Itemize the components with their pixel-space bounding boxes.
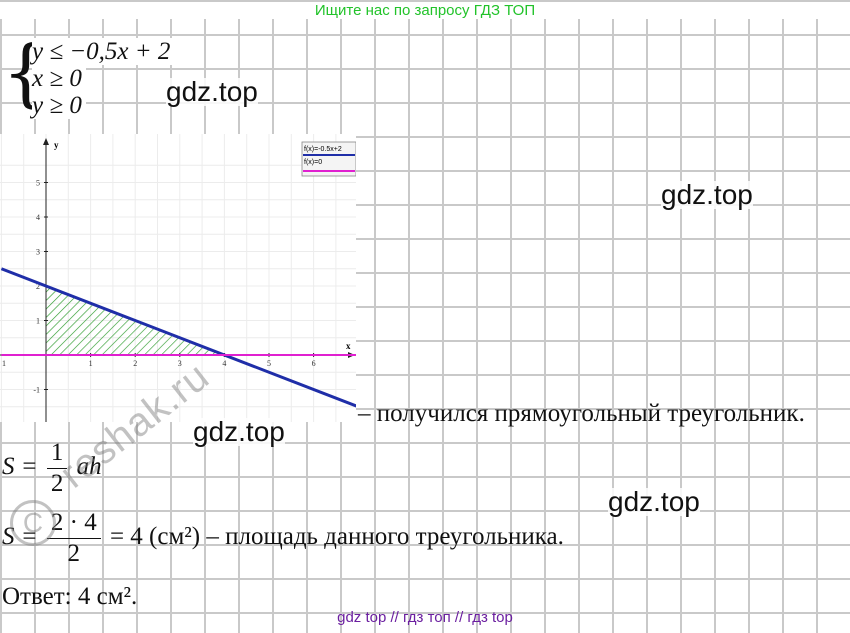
x-tick-label: 5 (267, 359, 271, 368)
y-tick-label: 5 (36, 179, 40, 188)
legend-label-blue: f(x)=-0.5x+2 (304, 146, 342, 153)
area-formula: S = 1 2 ah (2, 440, 102, 497)
area-calculation: S = 2 · 4 2 = 4 (см²) – площадь данного … (2, 510, 564, 567)
result-note: – получился прямоугольный треугольник. (358, 400, 805, 427)
y-tick-label: 1 (36, 317, 40, 326)
area-calc-fraction: 2 · 4 2 (46, 510, 101, 567)
bottom-banner: gdz top // гдз топ // гдз top (337, 609, 513, 626)
top-banner: Ищите нас по запросу ГДЗ ТОП (0, 2, 850, 19)
x-axis-label: x (346, 341, 351, 351)
inequality-1: y ≤ −0,5x + 2 (32, 38, 175, 65)
watermark-2: gdz.top (661, 179, 753, 210)
calc-denominator: 2 (67, 540, 81, 567)
legend-label-pink: f(x)=0 (304, 159, 322, 166)
calc-numerator: 2 · 4 (46, 510, 101, 539)
y-tick-label: 4 (36, 213, 40, 222)
x-tick-label: 2 (133, 359, 137, 368)
area-formula-rhs: ah (76, 453, 102, 481)
x-tick-label: 1 (2, 359, 6, 368)
x-tick-label: 6 (312, 359, 316, 368)
y-axis-arrow-icon (43, 138, 49, 145)
x-tick-label: 1 (89, 359, 93, 368)
y-tick-label: -1 (33, 386, 40, 395)
area-formula-lhs: S = (2, 453, 38, 481)
y-tick-label: 2 (36, 282, 40, 291)
y-tick-label: 3 (36, 248, 40, 257)
watermark-1: gdz.top (166, 76, 258, 107)
y-axis-label: y (54, 140, 59, 150)
copyright-icon: C (10, 500, 56, 546)
x-tick-label: 3 (178, 359, 182, 368)
area-calc-rhs: = 4 (см²) – площадь данного треугольника… (109, 523, 564, 551)
graph-plot: 1 2 3 4 5 6 1 5 4 3 2 1 -1 x y f(x)=-0.5x+2 f(x)=0 (0, 134, 359, 422)
legend-box: f(x)=-0.5x+2 f(x)=0 (301, 141, 357, 177)
area-formula-fraction: 1 2 (46, 440, 68, 497)
answer-line: Ответ: 4 см². (2, 583, 138, 610)
watermark-3: gdz.top (193, 416, 285, 447)
series-line-blue (0, 267, 359, 409)
inequality-3: y ≥ 0 (32, 92, 86, 119)
fraction-numerator: 1 (46, 440, 68, 469)
inequality-2: x ≥ 0 (32, 65, 86, 92)
graph-panel: 1 2 3 4 5 6 1 5 4 3 2 1 -1 x y f(x)=-0.5x+2 f(x)=0 (0, 134, 359, 422)
watermark-4: gdz.top (608, 486, 700, 517)
fraction-denominator: 2 (50, 470, 64, 497)
x-tick-label: 4 (222, 359, 226, 368)
